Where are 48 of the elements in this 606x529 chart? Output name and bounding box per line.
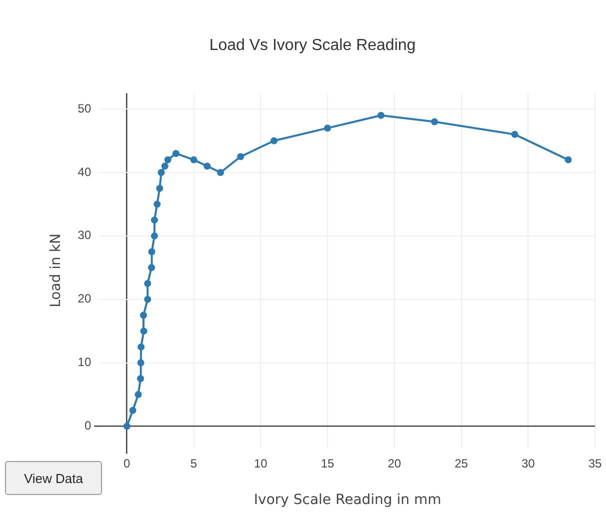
x-tick-label: 0 xyxy=(124,456,131,470)
point xyxy=(324,124,332,132)
point xyxy=(511,130,518,138)
point xyxy=(564,156,572,164)
point xyxy=(137,359,144,366)
point xyxy=(150,216,158,224)
point xyxy=(270,137,278,144)
y-tick-label: 40 xyxy=(78,164,92,179)
point xyxy=(204,162,211,170)
point xyxy=(138,343,145,350)
point xyxy=(172,150,180,157)
point xyxy=(154,200,161,208)
point xyxy=(190,156,198,164)
point xyxy=(237,153,244,160)
y-tick-label: 0 xyxy=(84,418,92,433)
view-data-button[interactable]: View Data xyxy=(5,461,102,495)
x-tick-label: 30 xyxy=(521,456,536,470)
y-tick-label: 50 xyxy=(78,101,92,116)
point xyxy=(158,168,165,176)
point xyxy=(378,112,385,119)
point xyxy=(148,264,156,272)
point xyxy=(156,184,164,192)
point xyxy=(129,406,136,414)
x-axis-title: Ivory Scale Reading in mm xyxy=(254,492,442,508)
x-tick-label: 20 xyxy=(388,456,402,470)
x-tick-label: 10 xyxy=(254,456,268,470)
x-tick-label: 35 xyxy=(588,456,602,470)
point xyxy=(431,118,438,126)
point xyxy=(144,280,152,288)
point xyxy=(148,248,156,256)
point xyxy=(140,328,148,335)
point xyxy=(140,312,147,319)
x-tick-label: 25 xyxy=(454,456,468,470)
x-tick-label: 15 xyxy=(320,456,335,470)
point xyxy=(137,375,144,382)
point xyxy=(164,156,172,164)
point xyxy=(150,232,158,240)
y-tick-label: 30 xyxy=(78,228,92,242)
y-tick-label: 10 xyxy=(78,355,92,370)
point xyxy=(134,391,142,398)
point xyxy=(123,422,130,430)
y-tick-label: 20 xyxy=(78,292,92,306)
point xyxy=(217,168,224,176)
y-axis-title: Load in kN xyxy=(48,234,64,308)
x-tick-label: 5 xyxy=(190,456,198,470)
point xyxy=(144,296,152,303)
point xyxy=(161,162,168,170)
chart-title: Load Vs Ivory Scale Reading xyxy=(209,37,416,54)
